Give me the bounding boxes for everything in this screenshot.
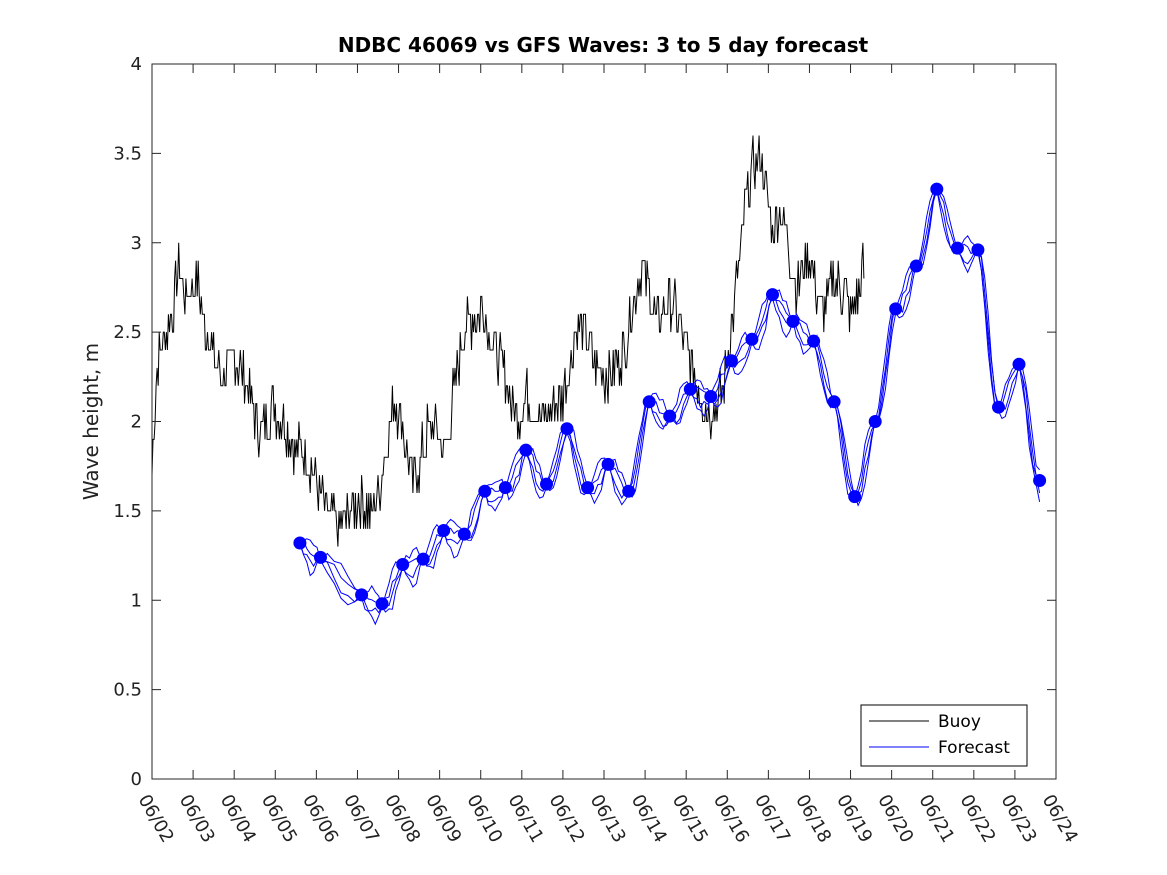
forecast-point <box>457 527 471 541</box>
forecast-point <box>560 422 574 436</box>
forecast-point <box>786 314 800 328</box>
forecast-point <box>807 334 821 348</box>
forecast-point <box>375 597 389 611</box>
legend-box <box>860 704 1028 767</box>
chart-title: NDBC 46069 vs GFS Waves: 3 to 5 day fore… <box>338 33 869 57</box>
forecast-point <box>704 390 718 403</box>
forecast-point <box>663 409 677 423</box>
forecast-point <box>683 382 697 396</box>
forecast-point <box>622 484 636 498</box>
buoy-series <box>151 135 865 547</box>
forecast-point <box>766 288 779 302</box>
y-axis-label: Wave height, m <box>79 343 103 500</box>
forecast-point <box>930 182 944 196</box>
y-tick-label: 2 <box>131 412 142 433</box>
forecast-point <box>827 395 841 409</box>
y-tick-label: 1 <box>131 590 142 611</box>
legend-label-buoy: Buoy <box>938 712 981 732</box>
plot-area <box>152 64 1056 779</box>
forecast-point <box>478 484 492 498</box>
forecast-point <box>992 400 1005 414</box>
forecast-point <box>724 354 738 368</box>
forecast-point <box>601 457 615 471</box>
forecast-point <box>745 332 759 346</box>
forecast-point <box>1012 357 1026 371</box>
forecast-point <box>1033 474 1047 487</box>
y-tick-label: 0.5 <box>113 680 142 701</box>
legend-label-forecast: Forecast <box>938 738 1010 758</box>
forecast-point <box>519 443 533 457</box>
y-tick-label: 4 <box>131 54 142 75</box>
forecast-series <box>293 182 1047 626</box>
forecast-point <box>540 477 553 491</box>
forecast-point <box>889 302 903 316</box>
y-tick-label: 0 <box>131 769 142 790</box>
y-tick-label: 2.5 <box>113 322 142 343</box>
forecast-point <box>396 558 410 571</box>
forecast-point <box>416 552 430 566</box>
forecast-point <box>848 490 862 504</box>
buoy-line <box>151 135 865 547</box>
forecast-point <box>498 481 512 495</box>
forecast-point <box>581 481 595 495</box>
legend: Buoy Forecast <box>860 704 1028 767</box>
forecast-point <box>909 259 923 273</box>
forecast-point <box>293 536 307 550</box>
y-tick-label: 3 <box>131 233 142 254</box>
y-tick-label: 1.5 <box>113 501 142 522</box>
forecast-point <box>314 550 327 564</box>
forecast-point <box>950 241 964 255</box>
forecast-point <box>868 415 882 428</box>
forecast-point <box>437 524 451 537</box>
forecast-point <box>971 243 985 257</box>
forecast-point <box>642 395 656 409</box>
forecast-point <box>355 588 369 602</box>
y-tick-label: 3.5 <box>113 143 142 164</box>
